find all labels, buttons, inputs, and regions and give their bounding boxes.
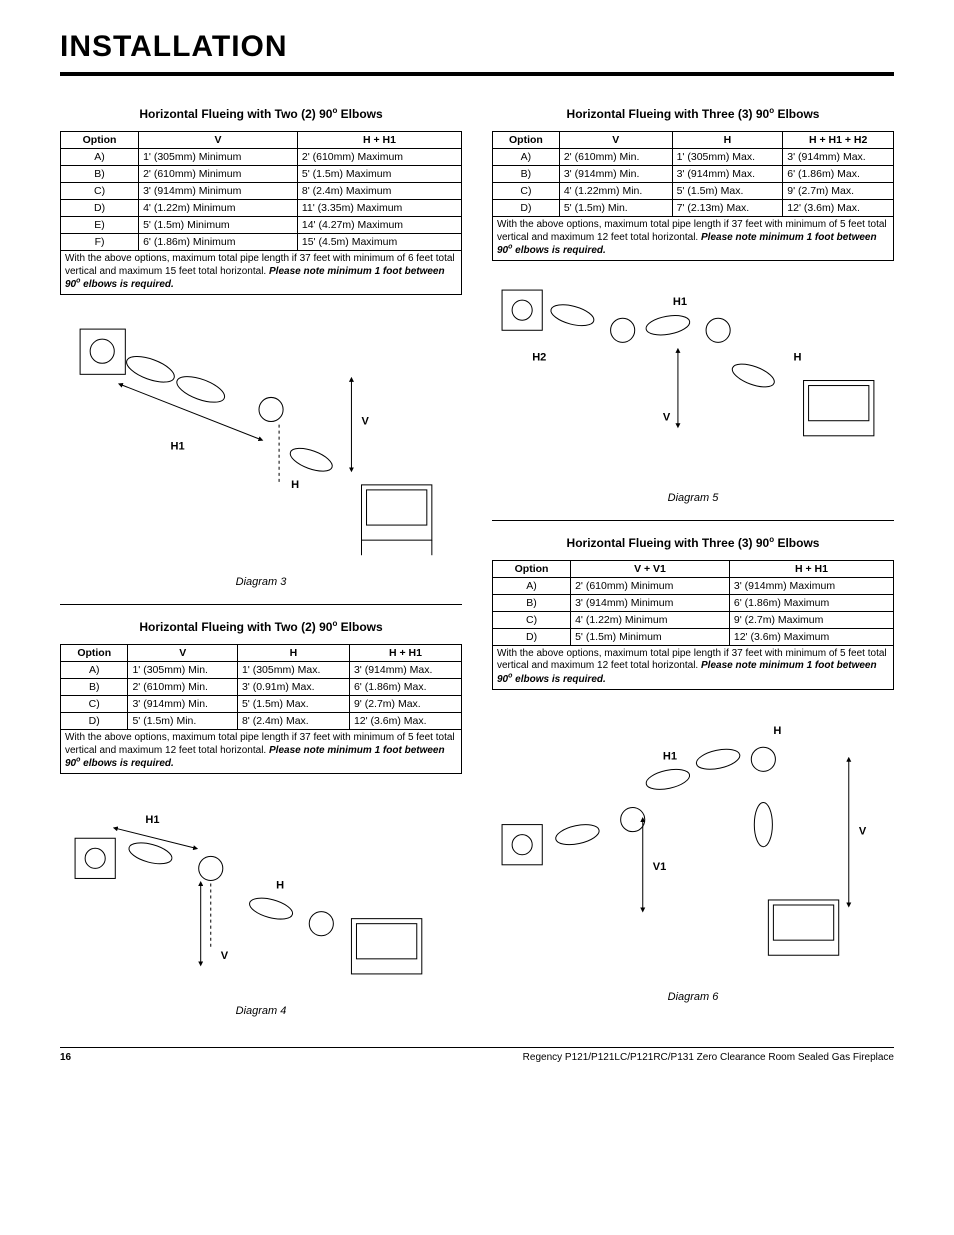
table-note-row: With the above options, maximum total pi… — [61, 251, 462, 295]
table-row: B)3' (914mm) Minimum6' (1.86m) Maximum — [493, 594, 894, 611]
table-row: D)4' (1.22m) Minimum11' (3.35m) Maximum — [61, 200, 462, 217]
table-note: With the above options, maximum total pi… — [61, 730, 462, 774]
label-h: H — [291, 479, 299, 491]
label-h1: H1 — [663, 750, 677, 762]
table-note-row: With the above options, maximum total pi… — [61, 730, 462, 774]
table-note-row: With the above options, maximum total pi… — [493, 645, 894, 689]
table-row: A)2' (610mm) Minimum3' (914mm) Maximum — [493, 577, 894, 594]
diagram-3-caption: Diagram 3 — [60, 576, 462, 588]
table-row: C)4' (1.22m) Minimum9' (2.7m) Maximum — [493, 611, 894, 628]
left-column: Horizontal Flueing with Two (2) 90o Elbo… — [60, 96, 462, 1033]
label-h2: H2 — [532, 351, 546, 363]
title-l2-suf: Elbows — [337, 620, 382, 634]
label-h1: H1 — [673, 296, 687, 308]
table-r1: Option V H H + H1 + H2 A)2' (610mm) Min.… — [492, 131, 894, 261]
table-note: With the above options, maximum total pi… — [61, 251, 462, 295]
label-v: V — [859, 825, 867, 837]
table-row: F)6' (1.86m) Minimum15' (4.5m) Maximum — [61, 234, 462, 251]
label-h1: H1 — [145, 814, 159, 826]
columns: Horizontal Flueing with Two (2) 90o Elbo… — [60, 96, 894, 1033]
label-v1: V1 — [653, 861, 667, 873]
table-row: B)2' (610mm) Min.3' (0.91m) Max.6' (1.86… — [61, 679, 462, 696]
table-row: A)2' (610mm) Min.1' (305mm) Max.3' (914m… — [493, 149, 894, 166]
table-row: Option V H + H1 — [61, 132, 462, 149]
label-v: V — [663, 412, 671, 424]
note-em-suf: elbows is required. — [80, 279, 173, 290]
table-row: E)5' (1.5m) Minimum14' (4.27m) Maximum — [61, 217, 462, 234]
diagram-4-svg: H1 V H — [60, 788, 462, 999]
table-note: With the above options, maximum total pi… — [493, 217, 894, 261]
table-row: Option V + V1 H + H1 — [493, 560, 894, 577]
label-h1: H1 — [171, 441, 185, 453]
diagram-3-svg: H1 V H — [60, 309, 462, 570]
diagram-3: H1 V H Diagram 3 — [60, 309, 462, 588]
page-footer: 16 Regency P121/P121LC/P121RC/P131 Zero … — [60, 1052, 894, 1063]
footer-rule — [60, 1047, 894, 1048]
title-l1-pre: Horizontal Flueing with Two (2) 90 — [139, 107, 332, 121]
diagram-6-svg: V1 H1 H V — [492, 704, 894, 985]
section-title-r1: Horizontal Flueing with Three (3) 90o El… — [492, 106, 894, 121]
section-title-r2: Horizontal Flueing with Three (3) 90o El… — [492, 535, 894, 550]
table-l2: Option V H H + H1 A)1' (305mm) Min.1' (3… — [60, 644, 462, 774]
diagram-5-svg: H2 H1 V H — [492, 275, 894, 486]
th: H + H1 — [297, 132, 461, 149]
table-row: C)3' (914mm) Minimum8' (2.4m) Maximum — [61, 183, 462, 200]
table-row: A)1' (305mm) Min.1' (305mm) Max.3' (914m… — [61, 662, 462, 679]
section-rule-r — [492, 520, 894, 521]
th: V — [139, 132, 298, 149]
diagram-6-caption: Diagram 6 — [492, 991, 894, 1003]
label-h: H — [773, 725, 781, 737]
diagram-4: H1 V H Diagram 4 — [60, 788, 462, 1017]
section-title-l1: Horizontal Flueing with Two (2) 90o Elbo… — [60, 106, 462, 121]
table-row: Option V H H + H1 — [61, 645, 462, 662]
table-row: D)5' (1.5m) Min.7' (2.13m) Max.12' (3.6m… — [493, 200, 894, 217]
diagram-5-caption: Diagram 5 — [492, 492, 894, 504]
title-l2-pre: Horizontal Flueing with Two (2) 90 — [139, 620, 332, 634]
table-row: D)5' (1.5m) Min.8' (2.4m) Max.12' (3.6m)… — [61, 713, 462, 730]
section-rule-l — [60, 604, 462, 605]
right-column: Horizontal Flueing with Three (3) 90o El… — [492, 96, 894, 1033]
table-row: B)2' (610mm) Minimum5' (1.5m) Maximum — [61, 166, 462, 183]
label-h: H — [793, 351, 801, 363]
diagram-4-caption: Diagram 4 — [60, 1005, 462, 1017]
table-row: C)3' (914mm) Min.5' (1.5m) Max.9' (2.7m)… — [61, 696, 462, 713]
page-title: INSTALLATION — [60, 30, 894, 64]
label-v: V — [221, 950, 229, 962]
th: Option — [61, 132, 139, 149]
page-number: 16 — [60, 1052, 71, 1063]
table-row: Option V H H + H1 + H2 — [493, 132, 894, 149]
table-note: With the above options, maximum total pi… — [493, 645, 894, 689]
table-row: C)4' (1.22mm) Min.5' (1.5m) Max.9' (2.7m… — [493, 183, 894, 200]
table-note-row: With the above options, maximum total pi… — [493, 217, 894, 261]
table-l1: Option V H + H1 A)1' (305mm) Minimum2' (… — [60, 131, 462, 295]
footer-text: Regency P121/P121LC/P121RC/P131 Zero Cle… — [523, 1052, 894, 1063]
section-title-l2: Horizontal Flueing with Two (2) 90o Elbo… — [60, 619, 462, 634]
label-v: V — [361, 415, 369, 427]
table-row: A)1' (305mm) Minimum2' (610mm) Maximum — [61, 149, 462, 166]
diagram-5: H2 H1 V H Diagram 5 — [492, 275, 894, 504]
table-row: D)5' (1.5m) Minimum12' (3.6m) Maximum — [493, 628, 894, 645]
title-l1-suf: Elbows — [337, 107, 382, 121]
table-r2: Option V + V1 H + H1 A)2' (610mm) Minimu… — [492, 560, 894, 690]
diagram-6: V1 H1 H V Diagram 6 — [492, 704, 894, 1003]
label-h: H — [276, 879, 284, 891]
page: INSTALLATION Horizontal Flueing with Two… — [0, 0, 954, 1083]
title-rule — [60, 72, 894, 76]
table-row: B)3' (914mm) Min.3' (914mm) Max.6' (1.86… — [493, 166, 894, 183]
